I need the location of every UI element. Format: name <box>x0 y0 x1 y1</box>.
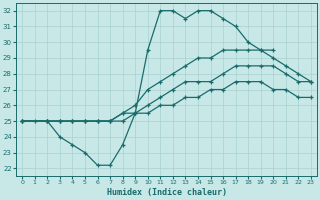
X-axis label: Humidex (Indice chaleur): Humidex (Indice chaleur) <box>107 188 227 197</box>
